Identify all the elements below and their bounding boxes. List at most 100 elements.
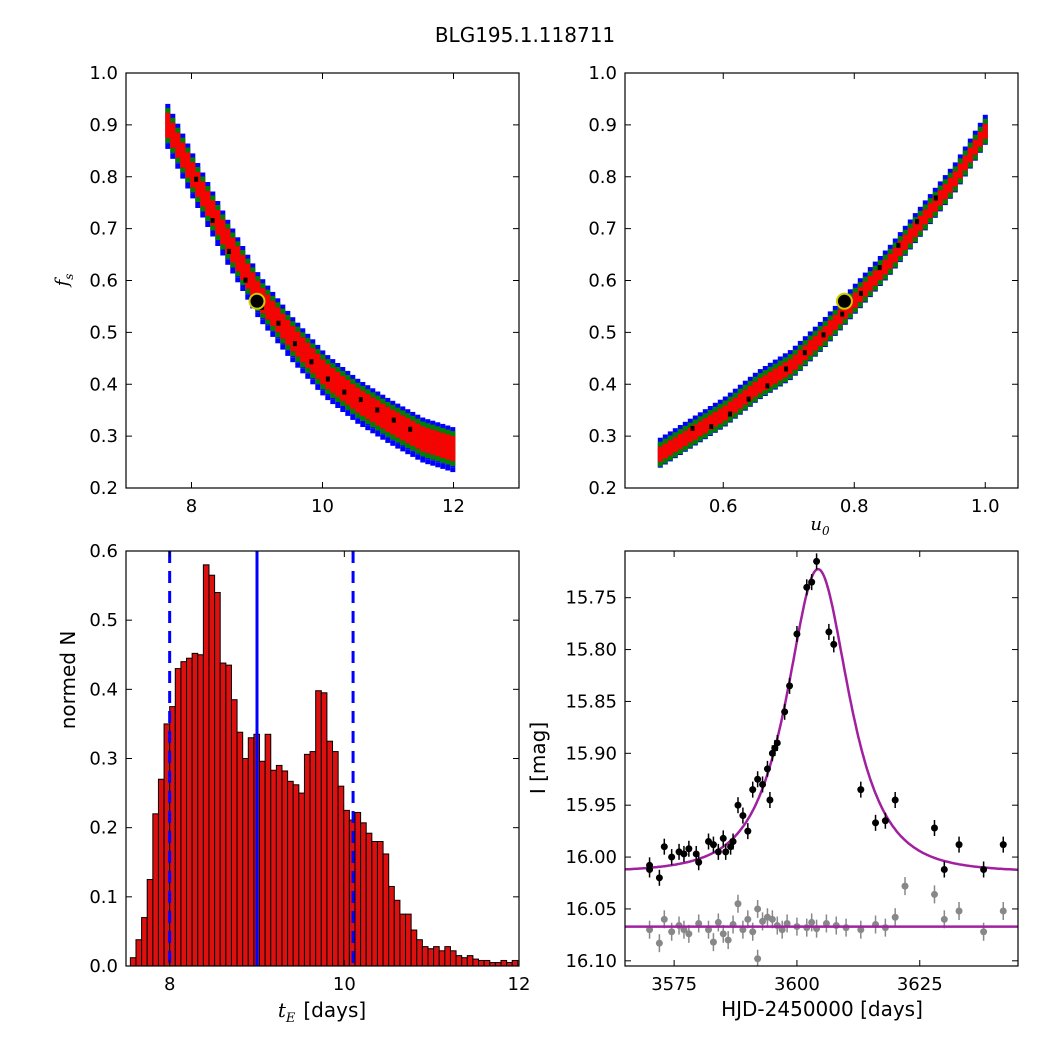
posterior-point-mid — [365, 389, 371, 395]
posterior-point-mid — [400, 410, 406, 416]
y-tick-label: 0.9 — [89, 115, 118, 136]
posterior-point-inner — [345, 389, 351, 395]
posterior-point-inner — [330, 388, 336, 394]
data-point — [891, 796, 899, 804]
posterior-point-mid — [757, 393, 763, 399]
posterior-point-mid — [440, 427, 446, 433]
posterior-point-outer — [687, 418, 693, 424]
posterior-point-inner — [832, 314, 838, 320]
data-point — [857, 786, 865, 794]
posterior-point-inner — [350, 383, 356, 389]
posterior-point-outer — [375, 431, 381, 437]
posterior-point-mid — [902, 249, 908, 255]
posterior-point-outer — [295, 362, 301, 368]
posterior-point-inner — [967, 147, 973, 153]
posterior-point-mid — [942, 179, 948, 185]
posterior-point-inner — [677, 439, 683, 444]
x-tick-label: 0.8 — [840, 496, 869, 517]
y-tick-label: 16.10 — [565, 951, 617, 972]
posterior-point-outer — [335, 403, 341, 408]
posterior-point-inner — [420, 431, 426, 437]
posterior-point-inner — [205, 206, 211, 211]
posterior-point-inner — [220, 234, 226, 240]
posterior-point-inner — [952, 176, 958, 182]
posterior-point-inner — [315, 373, 321, 379]
posterior-point-inner — [832, 319, 838, 325]
posterior-point-inner — [235, 256, 241, 262]
posterior-point-inner — [657, 451, 663, 457]
posterior-point-inner — [295, 331, 301, 337]
posterior-point-mid — [977, 146, 983, 152]
posterior-point-mid — [697, 416, 703, 422]
posterior-point-outer — [712, 402, 718, 408]
posterior-point-mid — [957, 158, 963, 164]
y-tick-label: 0.4 — [89, 679, 118, 700]
posterior-point-inner — [210, 210, 216, 216]
posterior-point-inner — [205, 191, 211, 196]
histogram-bar — [146, 879, 154, 967]
posterior-point-outer — [315, 384, 321, 390]
posterior-point-inner — [727, 401, 733, 407]
posterior-point-outer — [957, 154, 963, 160]
posterior-point-mid — [270, 295, 276, 301]
posterior-point-outer — [305, 373, 311, 379]
posterior-point-mid — [235, 271, 241, 277]
posterior-point-inner — [932, 206, 938, 212]
posterior-point-outer — [290, 357, 296, 363]
posterior-point-inner — [942, 184, 948, 190]
posterior-point-inner — [345, 379, 351, 385]
posterior-point-mid — [395, 437, 401, 443]
posterior-point-mid — [275, 302, 281, 308]
histogram-bar — [287, 780, 294, 967]
posterior-point-inner — [807, 350, 813, 356]
posterior-point-outer — [225, 259, 231, 265]
posterior-point-inner — [842, 308, 848, 314]
posterior-point-inner — [430, 444, 436, 450]
posterior-point-mid — [717, 423, 723, 429]
posterior-point-inner — [180, 157, 186, 163]
posterior-point-inner — [687, 432, 693, 438]
histogram-bar — [343, 809, 350, 967]
posterior-point-inner — [405, 428, 411, 434]
posterior-point-mid — [325, 389, 331, 395]
posterior-point-inner — [415, 443, 421, 449]
posterior-point-mid — [385, 401, 391, 407]
histogram-bar — [472, 958, 480, 967]
posterior-point-inner — [942, 189, 948, 195]
residual-point — [709, 938, 717, 946]
histogram-bar — [410, 929, 418, 967]
posterior-point-outer — [802, 336, 808, 342]
posterior-point-outer — [742, 380, 748, 386]
posterior-point-inner — [305, 362, 311, 368]
posterior-point-inner — [450, 451, 456, 457]
posterior-point-inner — [420, 426, 426, 432]
posterior-point-outer — [777, 356, 783, 362]
posterior-point-inner — [300, 342, 306, 348]
posterior-point-outer — [195, 203, 201, 208]
posterior-point-mid — [335, 367, 341, 372]
posterior-point-mid — [817, 345, 823, 351]
posterior-point-mid — [742, 384, 748, 390]
posterior-point-outer — [285, 350, 291, 356]
posterior-point-inner — [902, 239, 908, 245]
posterior-point-outer — [390, 440, 396, 446]
posterior-point-core — [358, 397, 363, 403]
posterior-point-mid — [230, 232, 236, 238]
posterior-point-outer — [922, 200, 928, 206]
posterior-point-inner — [345, 394, 351, 400]
posterior-point-inner — [280, 333, 286, 339]
posterior-point-mid — [897, 256, 903, 262]
posterior-point-inner — [697, 426, 703, 432]
posterior-point-outer — [255, 272, 261, 278]
posterior-point-outer — [200, 172, 206, 178]
posterior-point-outer — [737, 384, 743, 390]
posterior-point-mid — [792, 349, 798, 355]
posterior-point-inner — [330, 383, 336, 389]
posterior-point-inner — [862, 291, 868, 297]
histogram-bar — [371, 841, 378, 967]
posterior-point-outer — [355, 418, 361, 424]
posterior-point-mid — [707, 410, 713, 415]
posterior-point-mid — [802, 340, 808, 346]
posterior-point-outer — [380, 434, 386, 440]
posterior-point-inner — [250, 287, 256, 293]
